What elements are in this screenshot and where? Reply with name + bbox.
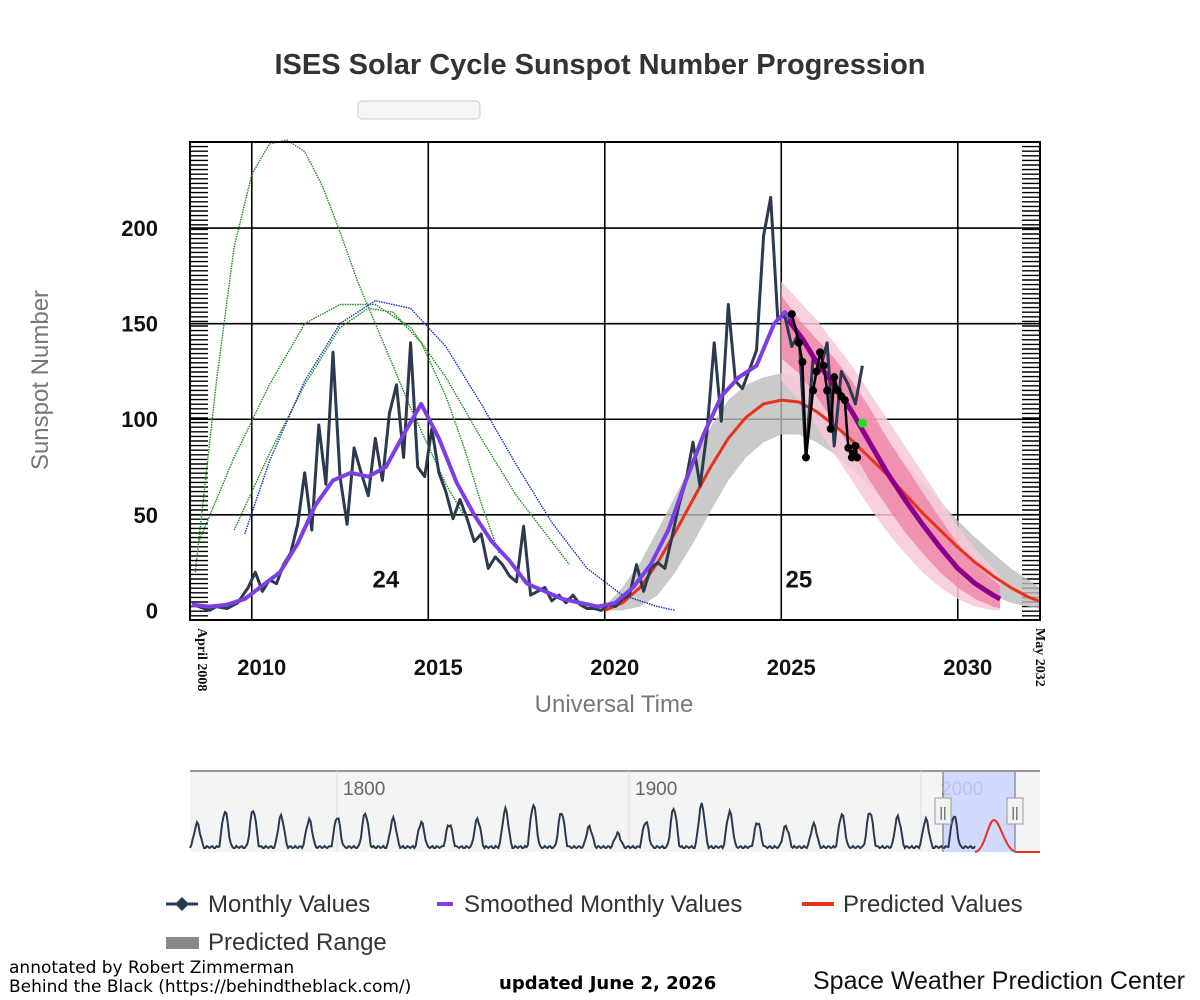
legend-range-swatch	[166, 937, 199, 949]
legend-item-smoothed[interactable]: Smoothed Monthly Values	[437, 891, 742, 918]
y-tick-label: 0	[146, 598, 158, 623]
navigator-tick-1900: 1900	[635, 779, 677, 800]
x-tick-label: 2030	[943, 655, 992, 680]
legend-item-monthly[interactable]: Monthly Values	[166, 891, 370, 918]
cycle-label: 24	[373, 566, 400, 593]
plot-frame	[189, 141, 1041, 621]
legend-item-range[interactable]: Predicted Range	[166, 929, 387, 956]
prior-prediction-curve	[194, 139, 465, 573]
legend-range-label: Predicted Range	[208, 929, 387, 956]
y-tick-label: 200	[121, 216, 158, 241]
x-tick-label: 2015	[414, 655, 463, 680]
navigator-tick-1800: 1800	[343, 779, 385, 800]
recent-observation-point[interactable]	[794, 338, 803, 347]
annotation-prediction-line	[786, 318, 1002, 602]
x-range-end-label: May 2032	[1032, 628, 1047, 687]
chart-title: ISES Solar Cycle Sunspot Number Progress…	[274, 49, 925, 81]
recent-observation-point[interactable]	[816, 348, 825, 357]
annotation-inner-band	[781, 295, 1001, 609]
x-tick-label: 2025	[767, 655, 816, 680]
predicted-range-band	[604, 373, 1039, 611]
x-tick-label: 2010	[237, 655, 286, 680]
recent-observation-point[interactable]	[840, 396, 849, 405]
prior-prediction-curve	[198, 303, 571, 566]
recent-observation-point[interactable]	[787, 310, 796, 319]
legend-monthly-marker	[175, 897, 189, 911]
navigator-handle-left[interactable]: ||	[934, 797, 952, 825]
cycle-label: 25	[786, 566, 813, 593]
site-text: Behind the Black (https://behindtheblack…	[9, 977, 411, 997]
recent-observation-point[interactable]	[830, 373, 839, 382]
navigator-handle-left-grip: ||	[939, 804, 946, 820]
navigator-history-line	[189, 802, 976, 851]
y-tick-label: 150	[121, 312, 158, 337]
recent-observation-point[interactable]	[801, 453, 810, 462]
range-selector[interactable]: 1800 1900 2000 || ||	[189, 770, 1040, 853]
legend-smoothed-label: Smoothed Monthly Values	[464, 891, 742, 918]
navigator-handle-right-grip: ||	[1011, 804, 1018, 820]
prior-prediction-curve	[244, 299, 676, 612]
recent-observation-point[interactable]	[798, 357, 807, 366]
recent-observation-point[interactable]	[823, 386, 832, 395]
recent-observation-point[interactable]	[812, 367, 821, 376]
legend: Monthly Values Smoothed Monthly Values P…	[166, 891, 1023, 956]
monthly-values-line	[191, 195, 864, 612]
recent-observation-point[interactable]	[851, 442, 860, 451]
legend-predicted-label: Predicted Values	[843, 891, 1023, 918]
y-tick-label: 50	[134, 503, 158, 528]
x-range-start-label: April 2008	[194, 628, 209, 691]
recent-observation-point[interactable]	[833, 386, 842, 395]
recent-observation-point[interactable]	[844, 443, 853, 452]
recent-observation-point[interactable]	[853, 453, 862, 462]
y-tick-label: 100	[121, 407, 158, 432]
navigator-predicted-line	[974, 818, 1040, 853]
navigator-selection[interactable]	[943, 772, 1015, 852]
plot-area: 0 50 100 150 200 2010 2015 2020 2025 2030 24 25	[121, 139, 1041, 680]
latest-value-point[interactable]	[857, 418, 867, 428]
x-tick-label: 2020	[590, 655, 639, 680]
y-axis-label: Sunspot Number	[27, 290, 54, 470]
updated-date: updated June 2, 2026	[499, 973, 716, 994]
navigator-handle-right[interactable]: ||	[1006, 797, 1024, 825]
recent-observation-point[interactable]	[826, 424, 835, 433]
legend-monthly-label: Monthly Values	[208, 891, 370, 918]
recent-observation-point[interactable]	[809, 386, 818, 395]
predicted-values-line	[604, 398, 1040, 612]
legend-item-predicted[interactable]: Predicted Values	[802, 891, 1023, 918]
annotated-by-text: annotated by Robert Zimmerman	[9, 958, 294, 978]
smoothed-values-line	[191, 310, 798, 609]
zoom-button[interactable]	[357, 100, 481, 120]
recent-observation-point[interactable]	[819, 361, 828, 370]
x-axis-label: Universal Time	[535, 691, 694, 718]
source-credit: Space Weather Prediction Center	[813, 967, 1185, 995]
